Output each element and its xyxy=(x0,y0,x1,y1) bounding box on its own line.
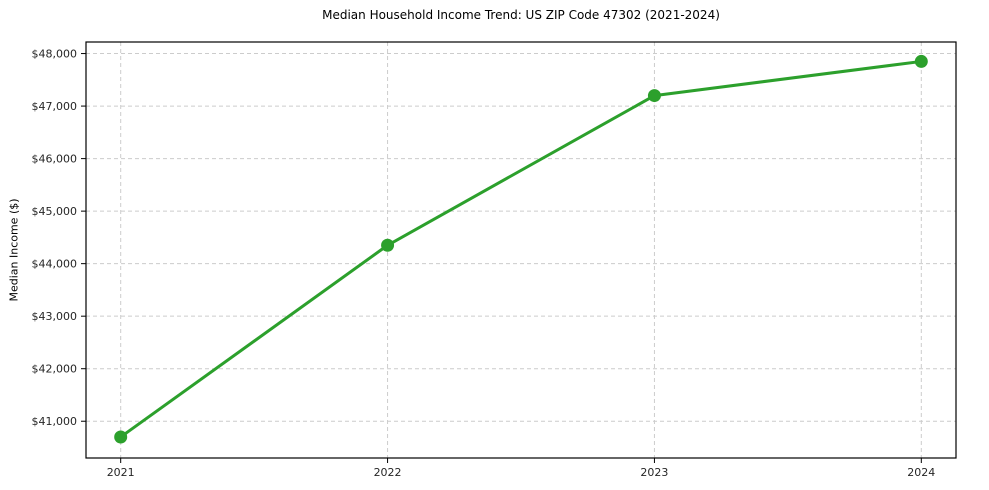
data-point-marker xyxy=(381,238,395,252)
y-tick-label: $43,000 xyxy=(32,310,78,323)
y-tick-label: $42,000 xyxy=(32,363,78,376)
x-tick-label: 2022 xyxy=(374,466,402,479)
x-tick-label: 2021 xyxy=(107,466,135,479)
x-tick-label: 2024 xyxy=(907,466,935,479)
y-tick-label: $47,000 xyxy=(32,100,78,113)
data-point-marker xyxy=(647,89,661,103)
y-tick-label: $44,000 xyxy=(32,258,78,271)
y-tick-label: $46,000 xyxy=(32,153,78,166)
x-tick-label: 2023 xyxy=(640,466,668,479)
data-point-marker xyxy=(114,430,128,444)
y-tick-label: $45,000 xyxy=(32,205,78,218)
data-point-marker xyxy=(914,54,928,68)
plot-background xyxy=(86,42,956,458)
chart-title: Median Household Income Trend: US ZIP Co… xyxy=(322,8,720,22)
y-tick-label: $48,000 xyxy=(32,48,78,61)
trend-line xyxy=(119,59,923,439)
plot-border xyxy=(85,41,957,459)
y-tick-label: $41,000 xyxy=(32,415,78,428)
